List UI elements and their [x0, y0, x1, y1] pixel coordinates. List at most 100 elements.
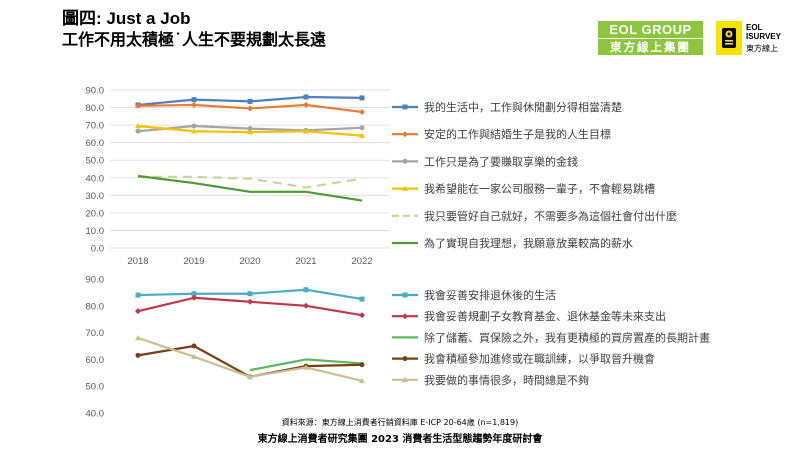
legend-marker [402, 356, 408, 362]
legend-label: 我要做的事情很多，時間總是不夠 [424, 373, 589, 387]
x-tick-label: 2020 [239, 256, 260, 267]
y-tick-label: 80.0 [86, 103, 105, 114]
data-point [191, 128, 197, 134]
x-tick-label: 2018 [127, 256, 148, 267]
series-5 [138, 175, 363, 189]
y-tick-label: 90.0 [86, 86, 105, 97]
legend-label: 我只要管好自己就好，不需要多為這個社會付出什麼 [424, 209, 677, 223]
data-point [359, 95, 365, 101]
data-point [303, 364, 309, 370]
data-point [191, 353, 197, 359]
legend-item: 為了實現自我理想，我願意放棄較高的薪水 [392, 236, 633, 250]
legend-label: 我希望能在一家公司服務一輩子，不會輕易跳槽 [424, 182, 655, 196]
data-point [359, 377, 365, 384]
y-tick-label: 10.0 [86, 226, 105, 237]
series-4 [135, 122, 365, 138]
legend-label: 工作只是為了要賺取享樂的金錢 [424, 154, 578, 168]
data-point [191, 123, 197, 129]
y-tick-label: 40.0 [86, 173, 105, 184]
data-point [359, 296, 365, 302]
legend-marker [402, 158, 408, 164]
data-point [303, 128, 309, 134]
data-point [191, 101, 197, 108]
source-note: 資料來源：東方線上消費者行銷資料庫 E-ICP 20-64歲 (n=1,819) [281, 418, 519, 427]
y-tick-label: 40.0 [86, 409, 105, 420]
data-point [247, 298, 253, 305]
survey-logo-chinese: 東方線上 [746, 44, 778, 53]
survey-logo-text: EOL ISURVEY [746, 23, 781, 41]
eol-logo-top-text: EOL GROUP [609, 22, 692, 37]
data-point [247, 98, 253, 104]
data-point [247, 291, 253, 297]
y-tick-label: 30.0 [86, 191, 105, 202]
y-tick-label: 70.0 [86, 121, 105, 132]
legend-item: 我要做的事情很多，時間總是不夠 [392, 373, 589, 387]
legend-label: 為了實現自我理想，我願意放棄較高的薪水 [424, 236, 633, 250]
x-tick-label: 2021 [295, 256, 316, 267]
eol-isurvey-logo: EOL ISURVEY 東方線上 [716, 21, 796, 55]
data-point [303, 302, 309, 309]
series-3 [135, 123, 365, 134]
y-tick-label: 20.0 [86, 208, 105, 219]
legend-item: 我希望能在一家公司服務一輩子，不會輕易跳槽 [392, 182, 655, 196]
legend-item: 我會妥善規劃子女教育基金、退休基金等未來支出 [392, 309, 666, 323]
data-point [247, 373, 253, 380]
series-line [138, 175, 363, 189]
y-tick-label: 0.0 [91, 244, 104, 255]
legend-marker [402, 292, 408, 298]
series-2 [135, 294, 365, 319]
series-line [249, 358, 363, 372]
data-point [303, 287, 309, 293]
data-point [135, 128, 141, 134]
legend-marker [402, 376, 408, 383]
x-tick-label: 2022 [351, 256, 372, 267]
legend-label: 我會積極參加進修或在職訓練，以爭取晉升機會 [424, 352, 655, 366]
series-1 [135, 287, 365, 302]
data-point [191, 291, 197, 297]
data-point [135, 292, 141, 298]
y-tick-label: 60.0 [86, 138, 105, 149]
legend-label: 我的生活中，工作與休閒劃分得相當清楚 [424, 100, 622, 114]
legend-item: 我只要管好自己就好，不需要多為這個社會付出什麼 [392, 209, 677, 223]
data-point [135, 334, 141, 341]
legend-item: 我會妥善安排退休後的生活 [392, 288, 556, 302]
legend-marker [402, 185, 408, 191]
data-point [191, 97, 197, 103]
legend-label: 安定的工作與結婚生子是我的人生目標 [424, 127, 611, 141]
data-point [191, 294, 197, 301]
data-point [359, 108, 365, 115]
series-3 [249, 358, 363, 372]
y-tick-label: 50.0 [86, 382, 105, 393]
legend-item: 除了儲蓄、買保險之外，我有更積極的買房置產的長期計畫 [392, 330, 710, 344]
y-tick-label: 90.0 [86, 275, 105, 286]
data-point [191, 343, 197, 349]
data-point [247, 126, 253, 132]
chart-2: 90.0 80.0 70.0 60.0 50.0 40.0 我會妥善安排退休後的生活我會妥善… [86, 275, 711, 420]
title-area: 圖四: Just a Job 工作不用太積極˙人生不要規劃太長遠 [62, 9, 326, 50]
legend-item: 安定的工作與結婚生子是我的人生目標 [392, 127, 611, 141]
eol-logo-bottom-text: 東方線上集團 [610, 40, 691, 54]
data-point [135, 308, 141, 315]
legend-marker [402, 104, 408, 110]
series-5 [135, 334, 365, 384]
data-point [247, 105, 253, 112]
survey-logo-icon [716, 21, 742, 55]
data-point [135, 102, 141, 109]
legend-item: 我的生活中，工作與休閒劃分得相當清楚 [392, 100, 622, 114]
series-line [137, 174, 363, 202]
legend-label: 我會妥善安排退休後的生活 [424, 288, 556, 302]
series-6 [137, 174, 363, 202]
y-tick-label: 70.0 [86, 328, 105, 339]
data-point [359, 312, 365, 319]
x-tick-label: 2019 [183, 256, 204, 267]
page-title: 圖四: Just a Job [62, 9, 191, 28]
data-point [247, 129, 253, 135]
eol-group-logo: EOL GROUP 東方線上集團 [598, 21, 703, 55]
data-point [359, 132, 365, 138]
legend-item: 工作只是為了要賺取享樂的金錢 [392, 154, 578, 168]
data-point [303, 94, 309, 100]
legend-marker [402, 313, 408, 320]
event-caption: 東方線上消費者研究集團 2023 消費者生活型態趨勢年度研討會 [257, 434, 543, 445]
legend-marker [402, 131, 408, 138]
